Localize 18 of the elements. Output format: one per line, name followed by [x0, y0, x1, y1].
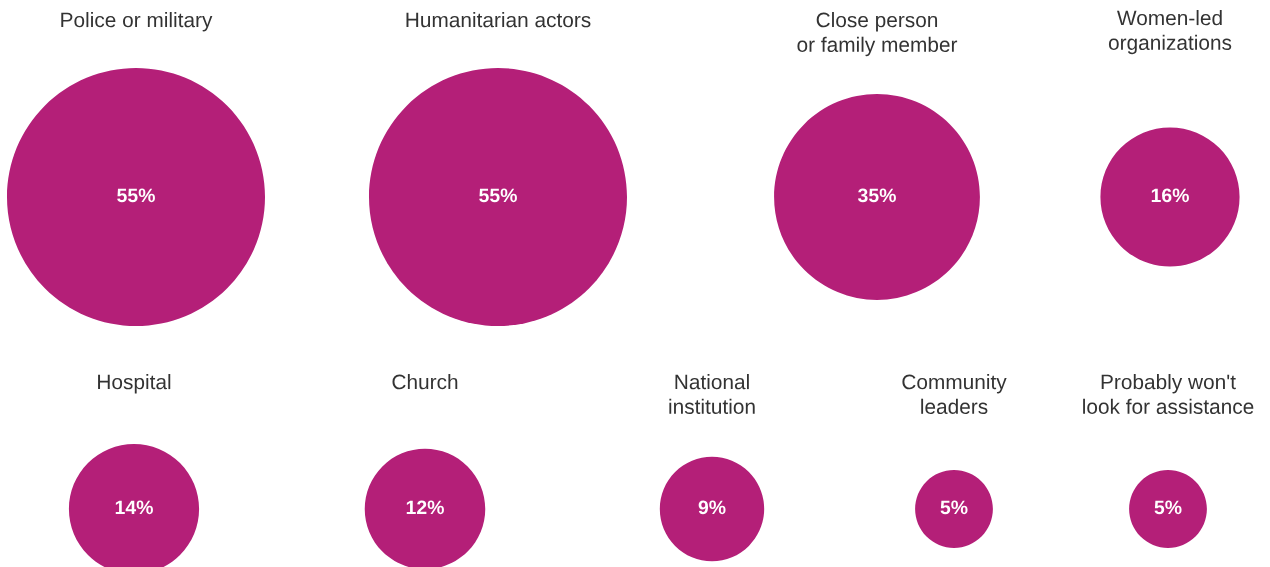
data-label: 12% [406, 500, 444, 515]
category-label: Close person or family member [797, 12, 958, 57]
data-label: 14% [115, 500, 153, 515]
category-label: National institution [669, 374, 755, 415]
data-label: 16% [1151, 188, 1189, 203]
category-label: Church [392, 374, 458, 390]
category-label: Community leaders [902, 374, 1007, 415]
category-label: Police or military [61, 12, 213, 32]
data-label: 5% [1154, 500, 1182, 515]
category-label: Women-led organizations [1108, 10, 1232, 55]
data-label: 35% [857, 188, 896, 203]
data-label: 9% [698, 500, 726, 515]
category-label: Hospital [98, 374, 171, 394]
data-label: 55% [479, 188, 517, 203]
category-label: Probably won't look for assistance [1083, 374, 1254, 415]
category-label: Humanitarian actors [406, 12, 591, 28]
data-label: 55% [117, 188, 155, 203]
data-label: 5% [940, 500, 968, 515]
